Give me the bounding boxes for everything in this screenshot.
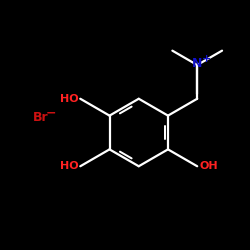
Text: OH: OH bbox=[199, 161, 218, 171]
Text: +: + bbox=[202, 54, 211, 64]
Text: HO: HO bbox=[60, 94, 78, 104]
Text: −: − bbox=[46, 106, 56, 120]
Text: N: N bbox=[192, 57, 202, 70]
Text: HO: HO bbox=[60, 161, 78, 171]
Text: Br: Br bbox=[32, 111, 48, 124]
